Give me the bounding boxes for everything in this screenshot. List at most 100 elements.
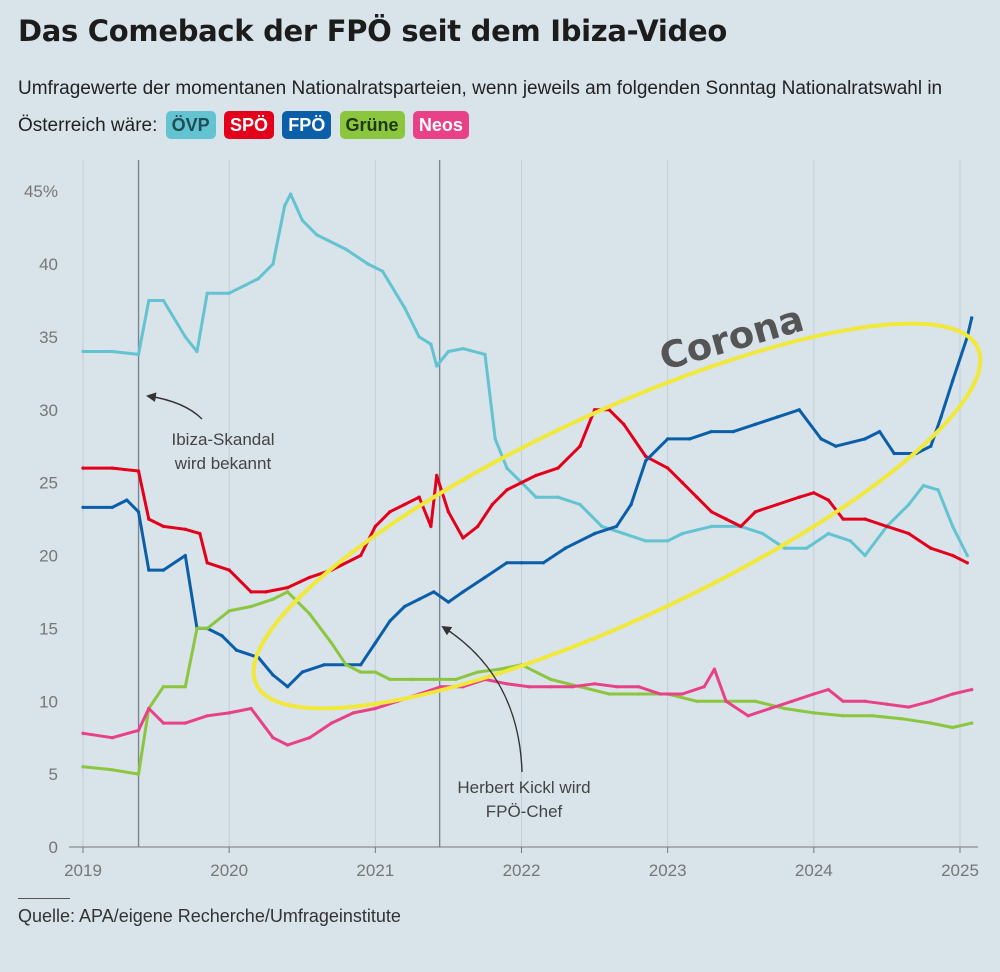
data-point [285,684,290,689]
data-point [234,648,239,652]
x-tick-label: 2024 [795,861,833,880]
data-point [519,561,524,565]
chart-subtitle: Umfragewerte der momentanen Nationalrats… [18,70,978,144]
data-point [205,626,209,631]
axes: 2019 2020 2021 2022 2023 2024 2025051015202530… [24,182,979,880]
data-point [695,495,699,500]
data-point [417,335,422,339]
data-point [592,682,597,686]
data-point [380,269,385,274]
data-point [136,772,141,776]
data-point [402,502,407,507]
x-tick-label: 2022 [503,861,541,880]
data-point [885,524,889,529]
data-point [271,597,275,601]
data-point [402,604,407,609]
data-point [434,473,439,478]
data-point [227,568,231,572]
data-point [195,626,199,631]
data-point [665,466,670,470]
data-point [731,429,736,434]
data-point [885,702,889,706]
data-point [870,714,875,718]
data-point [841,699,845,704]
data-point [373,641,378,645]
data-point [892,451,896,456]
data-point [198,531,202,536]
data-point [81,466,85,470]
data-point [227,291,231,296]
data-point [344,663,348,667]
data-point [563,546,568,550]
data-point [753,699,758,704]
data-point [249,604,253,609]
data-point [147,517,151,521]
data-point [724,699,728,704]
data-point [614,684,619,689]
x-tick-label: 2021 [356,861,394,880]
data-point [782,706,787,711]
data-point [307,612,312,616]
data-point [453,677,458,682]
data-point [373,706,378,711]
data-point [446,600,451,604]
x-tick-label: 2020 [210,861,248,880]
data-point [110,768,114,772]
data-point [351,711,356,715]
data-point [220,633,224,638]
data-point [680,480,685,485]
data-point [929,721,933,725]
kickl-arrow [441,625,523,773]
data-point [183,527,188,532]
data-point [527,684,531,689]
data-point [969,687,974,692]
data-point [556,495,560,500]
data-point [271,262,275,266]
data-point [907,705,911,709]
data-point [227,711,231,715]
legend-fpoe: FPÖ [282,111,332,139]
source-divider [18,898,70,899]
data-point [300,670,305,674]
data-point [373,670,378,674]
kickl-label-line2: FPÖ-Chef [486,802,563,821]
y-tick-label: 0 [49,838,58,857]
data-point [702,684,706,689]
grid [82,160,961,847]
ibiza-label-line2: wird bekannt [174,454,272,473]
data-point [790,699,794,704]
series-lines [81,192,974,776]
data-point [950,553,955,558]
data-point [475,524,480,529]
data-point [929,444,933,449]
data-point [417,597,422,601]
data-point [950,378,955,383]
event-markers [137,160,441,847]
data-point [965,553,970,558]
data-point [775,502,780,507]
data-point [665,437,670,441]
data-point [841,517,845,521]
data-point [161,524,166,529]
data-point [388,677,392,682]
series-line-vp [81,192,969,557]
data-point [366,262,370,266]
data-point [841,714,845,718]
data-point [819,437,823,441]
data-point [863,437,867,441]
data-point [227,609,231,613]
data-point [475,670,480,674]
y-tick-label: 10 [39,692,58,711]
data-point [256,276,261,281]
data-point [534,473,538,478]
data-point [388,510,392,514]
data-point [907,531,911,536]
data-point [136,728,141,733]
data-point [271,735,275,740]
y-tick-label: 30 [39,401,58,420]
data-point [600,524,604,529]
data-point [329,721,334,725]
data-point [969,316,974,320]
data-point [300,218,305,223]
data-point [578,444,582,449]
